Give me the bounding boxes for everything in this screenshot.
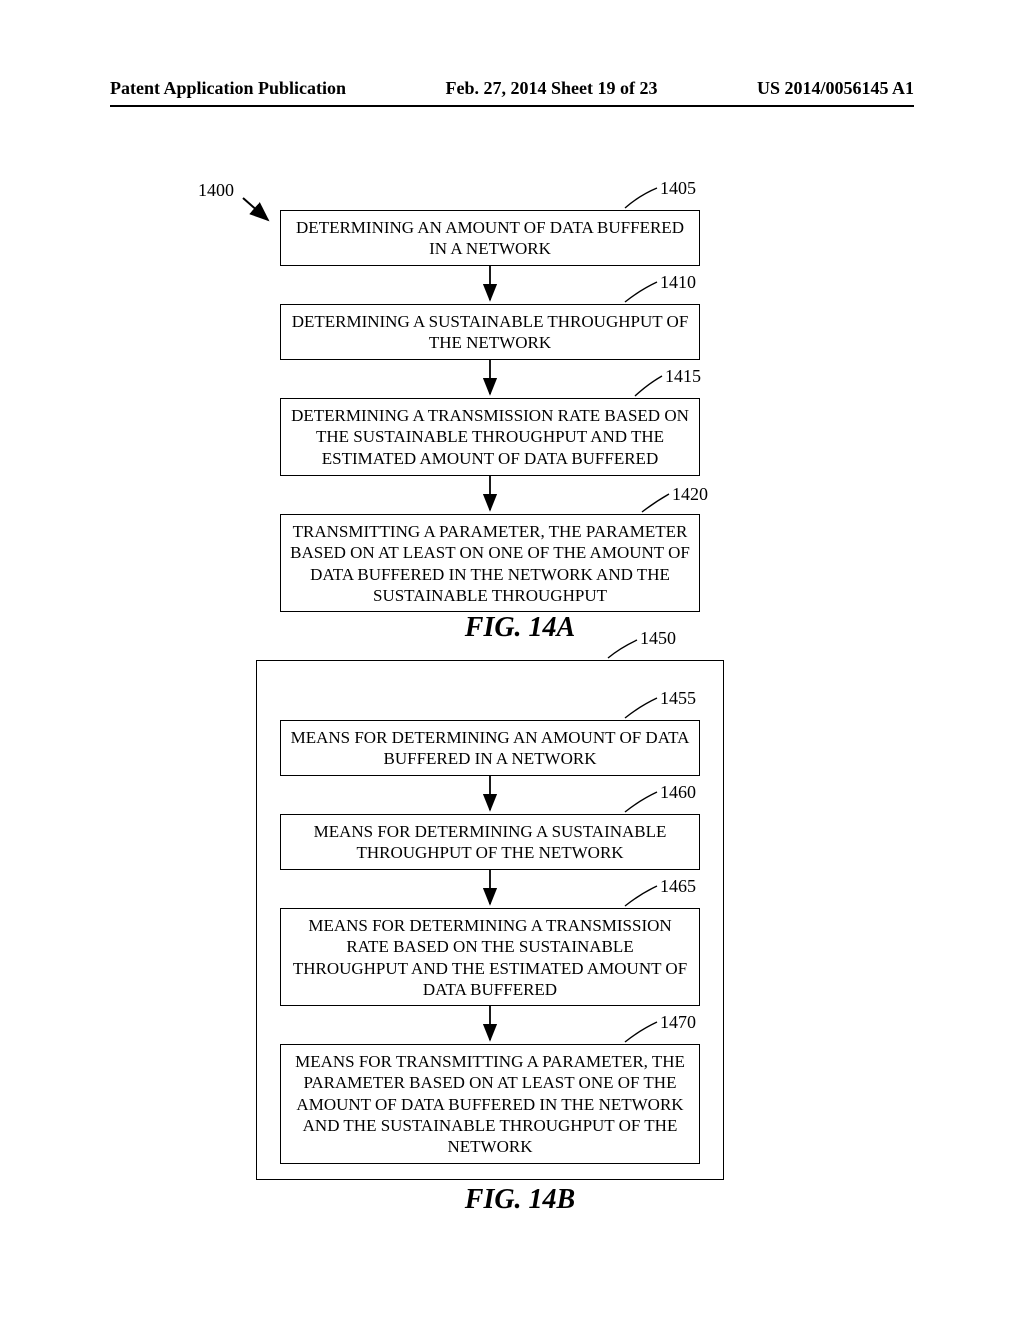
figA-ref-2: 1410 [660,272,696,293]
figB-ref-2: 1460 [660,782,696,803]
figA-box-4: TRANSMITTING A PARAMETER, THE PARAMETER … [280,514,700,612]
figB-box-3: MEANS FOR DETERMINING A TRANSMISSION RAT… [280,908,700,1006]
figB-ref-1: 1455 [660,688,696,709]
header-center: Feb. 27, 2014 Sheet 19 of 23 [446,78,658,99]
figB-box-2: MEANS FOR DETERMINING A SUSTAINABLE THRO… [280,814,700,870]
figA-ref-1: 1405 [660,178,696,199]
figB-box-4: MEANS FOR TRANSMITTING A PARAMETER, THE … [280,1044,700,1164]
figA-main-ref: 1400 [198,180,234,201]
figA-ref-4: 1420 [672,484,708,505]
figB-title: FIG. 14B [420,1184,620,1216]
figB-box-1: MEANS FOR DETERMINING AN AMOUNT OF DATA … [280,720,700,776]
figB-main-ref: 1450 [640,628,676,649]
figB-ref-4: 1470 [660,1012,696,1033]
figA-box-2: DETERMINING A SUSTAINABLE THROUGHPUT OF … [280,304,700,360]
figA-ref-3: 1415 [665,366,701,387]
page: Patent Application Publication Feb. 27, … [0,0,1024,1320]
page-header: Patent Application Publication Feb. 27, … [110,78,914,107]
header-right: US 2014/0056145 A1 [757,78,914,99]
figA-box-1: DETERMINING AN AMOUNT OF DATA BUFFERED I… [280,210,700,266]
figA-title: FIG. 14A [420,612,620,644]
figB-ref-3: 1465 [660,876,696,897]
figA-box-3: DETERMINING A TRANSMISSION RATE BASED ON… [280,398,700,476]
header-left: Patent Application Publication [110,78,346,99]
